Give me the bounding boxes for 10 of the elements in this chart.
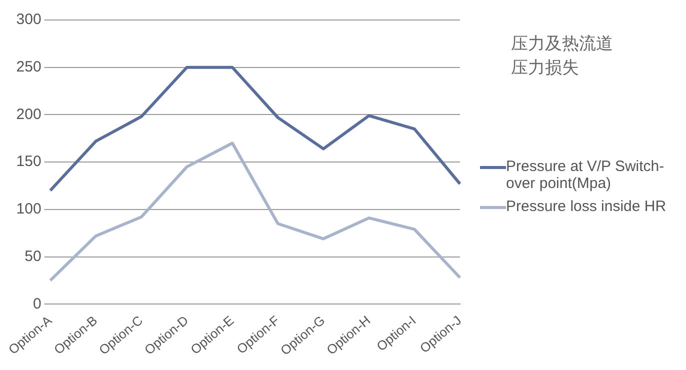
y-tick-label: 250 <box>16 58 42 76</box>
legend-label: Pressure loss inside HR <box>506 198 666 215</box>
y-tick-label: 50 <box>24 248 42 265</box>
y-tick-label: 150 <box>16 153 42 170</box>
y-tick-label: 300 <box>16 11 42 28</box>
y-tick-label: 0 <box>32 295 42 312</box>
legend-label: Pressure at V/P Switch-over point(Mpa) <box>506 158 666 192</box>
y-tick-label: 200 <box>16 106 42 123</box>
text: 压力及热流道压力损失 <box>511 33 614 79</box>
y-tick-label: 100 <box>16 200 42 218</box>
